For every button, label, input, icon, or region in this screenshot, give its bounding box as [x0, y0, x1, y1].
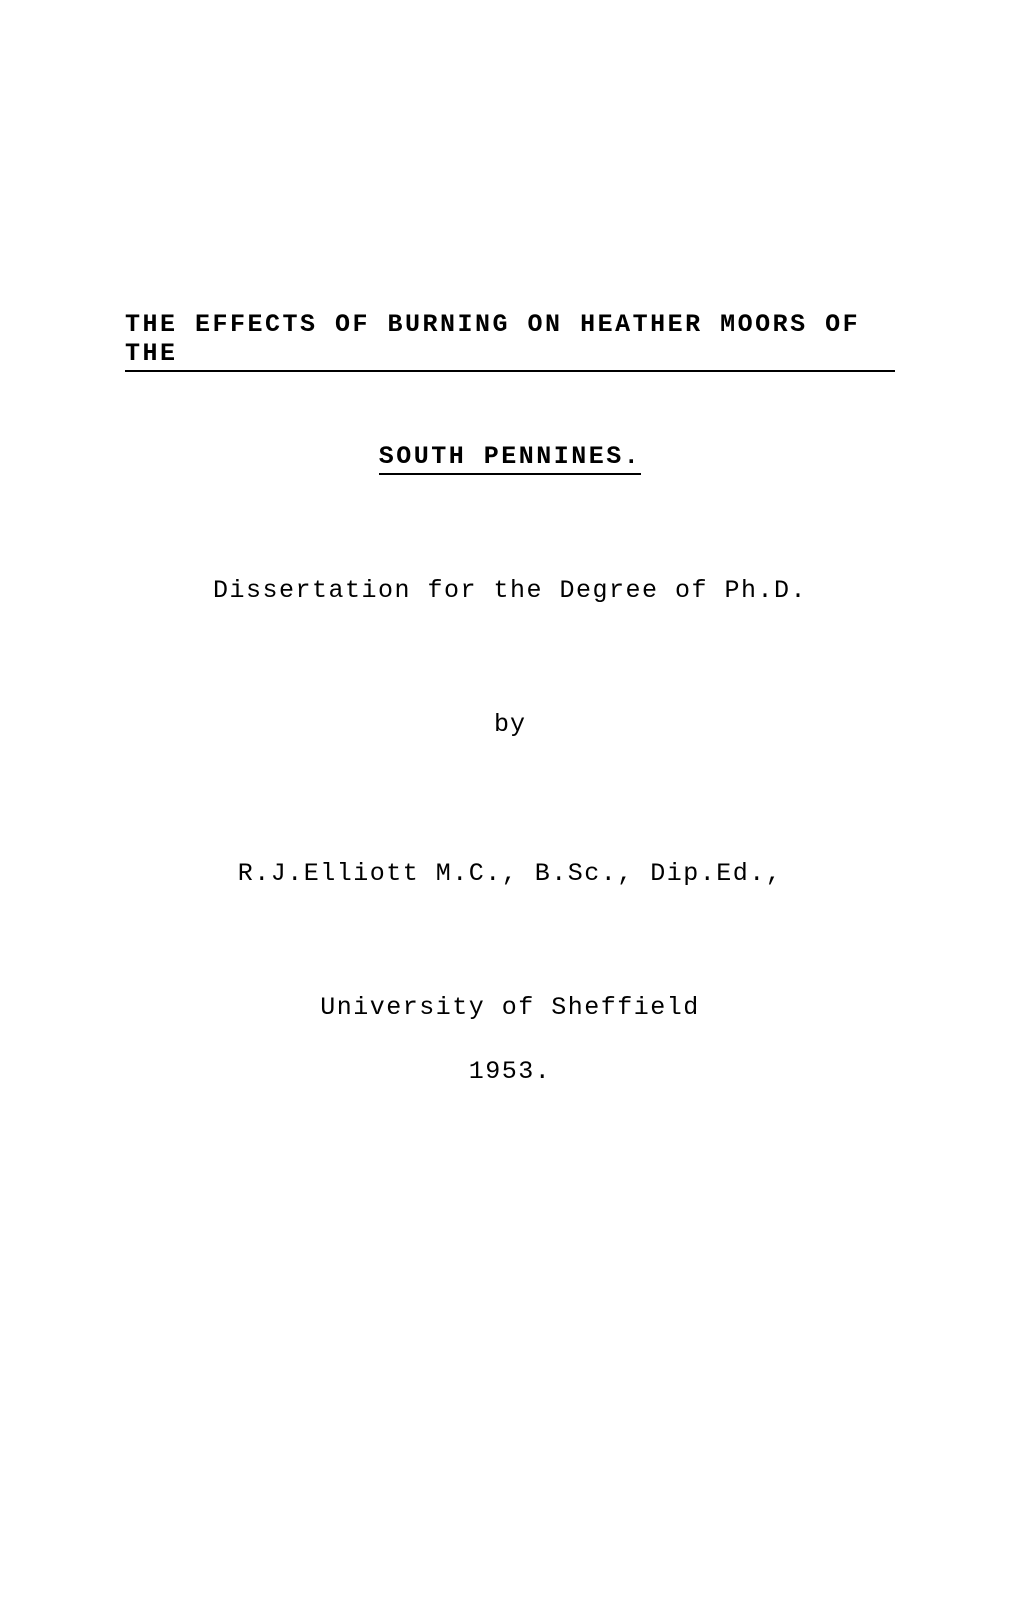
author-name: R.J.Elliott M.C., B.Sc., Dip.Ed.,	[125, 859, 895, 888]
institution-name: University of Sheffield	[125, 993, 895, 1022]
title-line-1: THE EFFECTS OF BURNING ON HEATHER MOORS …	[125, 310, 895, 372]
by-label: by	[125, 710, 895, 739]
title-line-2: SOUTH PENNINES.	[125, 442, 895, 471]
title-page: THE EFFECTS OF BURNING ON HEATHER MOORS …	[0, 0, 1020, 1609]
title-line-2-text: SOUTH PENNINES.	[379, 442, 642, 475]
year: 1953.	[125, 1057, 895, 1086]
dissertation-subtitle: Dissertation for the Degree of Ph.D.	[125, 576, 895, 605]
